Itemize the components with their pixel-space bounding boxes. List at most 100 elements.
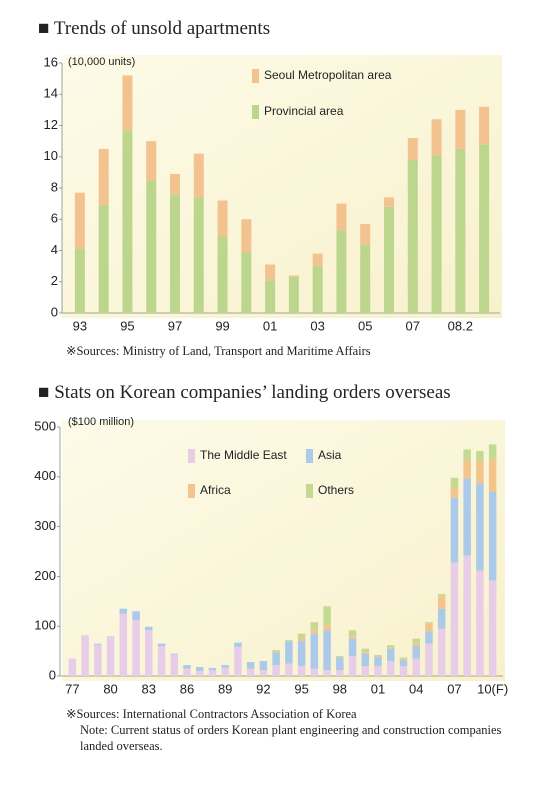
bar-segment (336, 656, 344, 658)
bar-segment (407, 138, 418, 160)
bar-segment (259, 670, 268, 676)
legend-swatch (188, 484, 195, 498)
x-tick-label: 01 (371, 681, 385, 696)
bar-segment (288, 277, 299, 313)
bar-segment (323, 670, 331, 676)
bar-segment (384, 206, 394, 313)
bar-segment (310, 668, 319, 676)
bar-segment (146, 141, 157, 181)
bar-segment (297, 633, 306, 639)
bar-segment (310, 622, 319, 630)
bar-segment (157, 646, 166, 676)
bar-segment (463, 460, 471, 479)
bar-segment (272, 650, 280, 653)
bar-segment (463, 478, 471, 556)
bar-segment (285, 641, 293, 664)
bar-segment (476, 570, 484, 676)
bar-segment (272, 652, 280, 666)
bar-segment (360, 223, 371, 245)
bar-segment (285, 663, 293, 676)
x-tick-label: 93 (73, 318, 87, 333)
bar-segment (157, 643, 166, 647)
y-axis-label: (10,000 units) (68, 56, 135, 68)
bar-segment (488, 459, 497, 492)
bar-segment (437, 596, 446, 609)
bar-segment (412, 638, 420, 644)
bar-segment (336, 230, 347, 313)
x-tick-label: 80 (103, 681, 117, 696)
bar-segment (259, 661, 268, 671)
bar-segment (399, 659, 408, 661)
y-tick-label: 16 (44, 54, 58, 69)
bar-segment (221, 665, 229, 668)
bar-segment (412, 658, 420, 676)
bar-segment (74, 192, 85, 249)
bar-segment (361, 648, 370, 653)
legend-swatch (306, 449, 313, 463)
bar-segment (450, 497, 459, 563)
bar-segment (170, 173, 180, 195)
chart-title: ■ Stats on Korean companies’ landing ord… (38, 382, 451, 403)
x-tick-label: 95 (294, 681, 308, 696)
bar-segment (488, 491, 497, 581)
bar-segment (310, 633, 319, 669)
y-tick-label: 6 (51, 211, 58, 226)
x-tick-label: 99 (215, 318, 229, 333)
bar-segment (348, 630, 357, 637)
bar-segment (265, 280, 276, 313)
y-tick-label: 12 (44, 117, 58, 132)
bar-segment (374, 655, 382, 657)
bar-segment (221, 667, 229, 676)
bar-segment (195, 667, 204, 672)
bar-segment (348, 656, 357, 676)
y-tick-label: 300 (34, 518, 56, 533)
bar-segment (476, 450, 484, 461)
bar-segment (285, 640, 293, 642)
bar-segment (132, 620, 140, 676)
bar-segment (374, 656, 382, 658)
x-tick-label: 03 (310, 318, 324, 333)
bar-segment (265, 264, 276, 281)
chart-title: ■ Trends of unsold apartments (38, 18, 271, 39)
bar-segment (431, 119, 442, 156)
bar-segment (360, 244, 371, 313)
y-tick-label: 10 (44, 148, 58, 163)
bar-segment (94, 644, 102, 676)
bar-segment (374, 666, 382, 676)
bar-segment (425, 622, 433, 624)
legend-swatch (306, 484, 313, 498)
legend-label: The Middle East (200, 448, 287, 462)
x-tick-label: 04 (409, 681, 423, 696)
bar-segment (399, 666, 408, 676)
bar-segment (297, 666, 306, 676)
y-tick-label: 400 (34, 468, 56, 483)
y-tick-label: 100 (34, 618, 56, 633)
source-note: ※Sources: International Contractors Asso… (66, 707, 357, 721)
bar-segment (488, 580, 497, 676)
bar-segment (437, 608, 446, 629)
bar-segment (98, 148, 109, 206)
legend-label: Seoul Metropolitan area (264, 68, 392, 82)
bar-segment (425, 631, 433, 644)
bar-segment (297, 638, 306, 642)
bar-segment (387, 647, 395, 649)
y-tick-label: 14 (44, 86, 58, 101)
bar-segment (323, 625, 331, 631)
legend-swatch (188, 449, 195, 463)
bar-segment (246, 662, 255, 669)
bar-segment (106, 636, 115, 676)
bar-segment (195, 671, 204, 676)
bar-segment (272, 665, 280, 676)
bar-segment (412, 643, 420, 647)
bar-segment (241, 219, 252, 253)
bar-segment (312, 266, 323, 313)
bar-segment (98, 205, 109, 313)
plot-background (62, 55, 502, 318)
bar-segment (94, 643, 102, 645)
legend-label: Africa (200, 483, 231, 497)
x-tick-label: 89 (218, 681, 232, 696)
bar-segment (170, 653, 178, 655)
bar-segment (217, 200, 228, 237)
bar-segment (431, 155, 442, 313)
